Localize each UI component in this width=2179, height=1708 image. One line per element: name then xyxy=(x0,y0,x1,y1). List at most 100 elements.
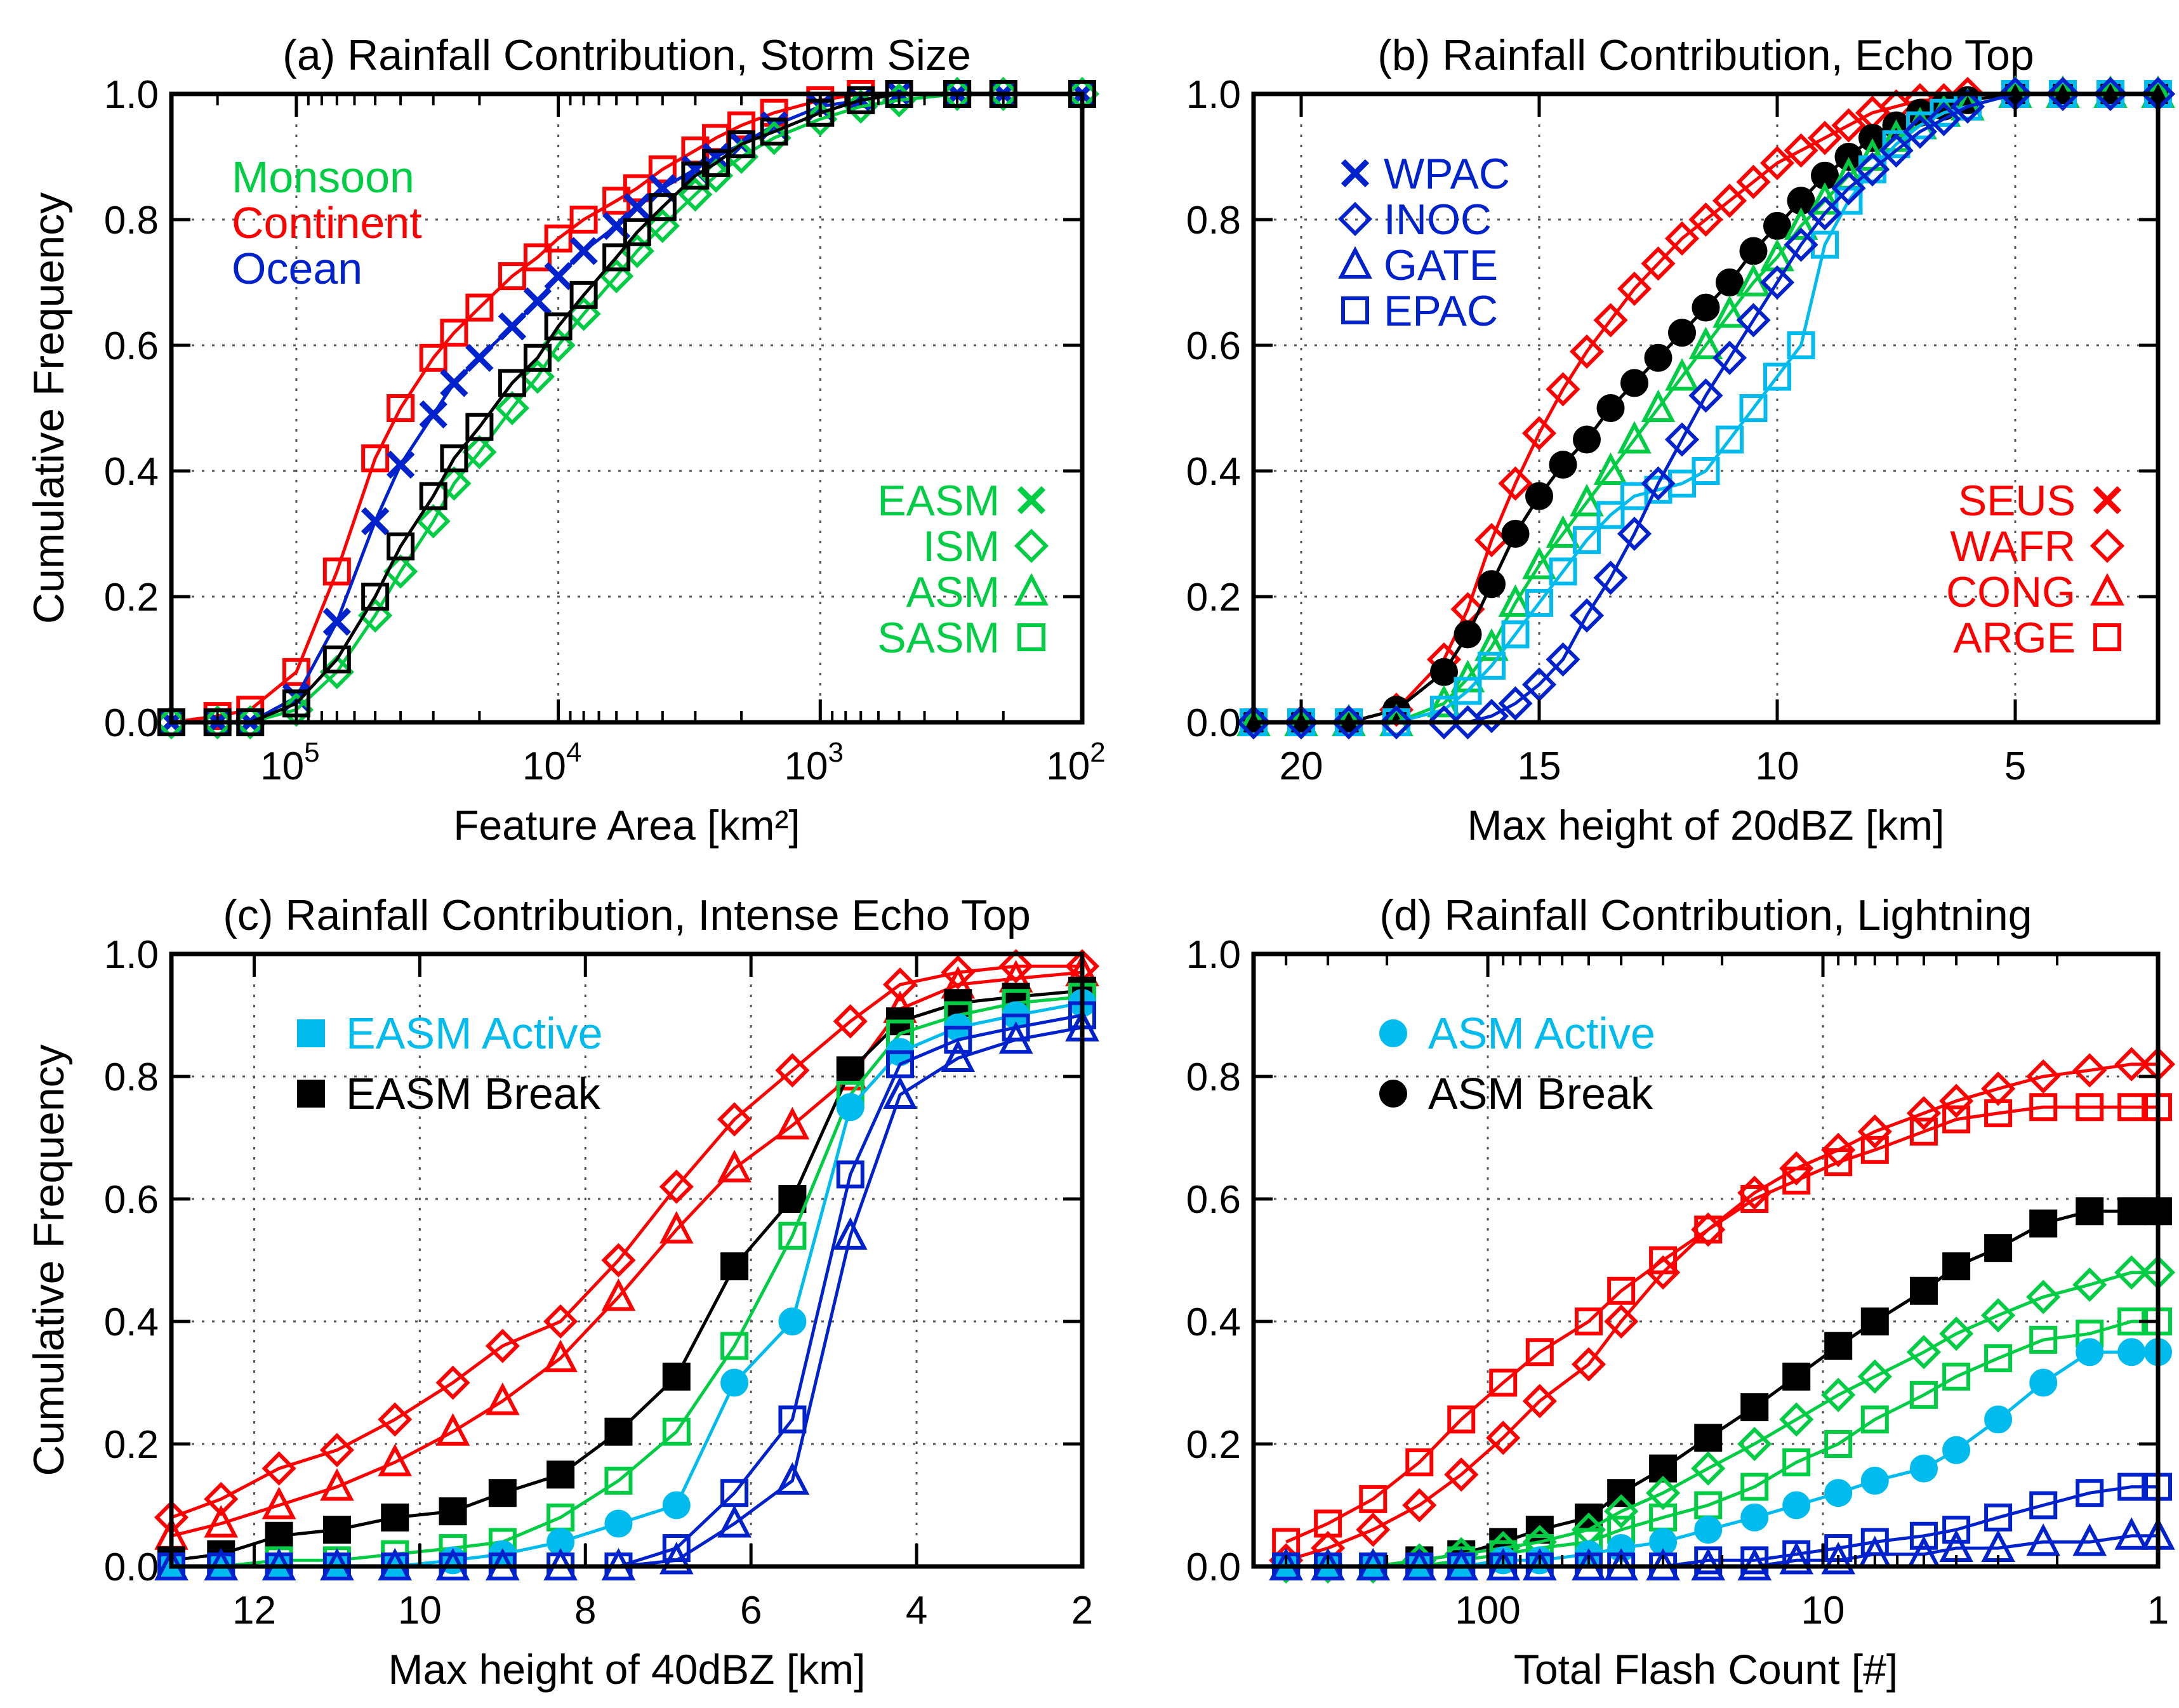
data-point xyxy=(544,224,573,253)
data-point xyxy=(265,1521,293,1550)
data-point xyxy=(1831,108,1866,143)
data-point xyxy=(361,583,390,611)
legend-continent: Continent xyxy=(232,198,422,248)
data-point xyxy=(1740,1503,1769,1532)
data-point xyxy=(940,76,975,112)
data-point xyxy=(944,1026,972,1054)
data-point xyxy=(1688,378,1723,413)
data-point xyxy=(1909,1380,1938,1409)
data-point xyxy=(1501,520,1530,548)
chart-title: (d) Rainfall Contribution, Lightning xyxy=(1379,891,2032,939)
data-point xyxy=(1607,1276,1636,1305)
panel-d: (d) Rainfall Contribution, Lightning 0.0 0… xyxy=(1186,891,2176,1693)
data-point xyxy=(1984,1344,2013,1372)
data-point xyxy=(486,1382,520,1415)
data-point xyxy=(440,369,468,397)
plot-frame xyxy=(1251,951,2161,1569)
legend-label: EASM Active xyxy=(346,1009,603,1058)
data-point xyxy=(1824,1479,1853,1507)
data-point xyxy=(1525,482,1553,510)
data-point xyxy=(546,1460,575,1489)
y-tick-label: 0.4 xyxy=(104,450,159,494)
data-point xyxy=(2076,1338,2104,1367)
data-point xyxy=(1902,114,1938,149)
data-point xyxy=(322,607,352,636)
data-point xyxy=(1779,1151,1814,1186)
data-point xyxy=(1831,171,1866,206)
data-point xyxy=(1882,130,1911,159)
y-tick-label: 0.0 xyxy=(1186,1546,1241,1589)
data-point xyxy=(1617,271,1652,306)
data-point xyxy=(883,1076,917,1109)
chart-title: (c) Rainfall Contribution, Intense Echo … xyxy=(223,891,1031,939)
series-line xyxy=(1285,1105,2158,1544)
data-point xyxy=(1736,164,1771,199)
data-point xyxy=(1784,133,1818,168)
data-point xyxy=(1737,1426,1772,1462)
x-tick-label: 103 xyxy=(785,737,844,788)
legend-marker xyxy=(1338,246,1372,279)
data-point xyxy=(778,1221,807,1250)
data-point xyxy=(520,359,555,394)
data-point xyxy=(2076,1197,2104,1226)
data-point xyxy=(623,174,651,202)
chart-title: (b) Rainfall Contribution, Echo Top xyxy=(1377,31,2034,79)
data-point xyxy=(544,261,573,291)
data-point xyxy=(1498,584,1533,617)
legend-marker xyxy=(297,1019,325,1047)
data-point xyxy=(498,369,526,397)
data-point xyxy=(2114,1517,2149,1550)
data-point xyxy=(836,1160,864,1189)
data-point xyxy=(1759,145,1795,180)
data-point xyxy=(1763,362,1791,391)
data-point xyxy=(623,193,652,222)
data-point xyxy=(1939,1316,1974,1351)
data-point xyxy=(435,1365,470,1400)
legend-label: ASM Active xyxy=(1428,1009,1655,1058)
data-point xyxy=(543,1339,578,1372)
data-point xyxy=(440,444,468,473)
x-tick-base: 10 xyxy=(260,745,304,788)
data-point xyxy=(2045,76,2081,112)
data-point xyxy=(1478,651,1506,680)
data-point xyxy=(2029,1491,2058,1519)
data-point xyxy=(543,1304,578,1339)
data-point xyxy=(1984,1234,2013,1262)
legend-monsoon: Monsoon xyxy=(232,152,414,202)
legend-marker xyxy=(297,1080,325,1108)
data-point xyxy=(435,1413,470,1446)
data-point xyxy=(1981,1071,2016,1106)
data-point xyxy=(1002,1013,1030,1042)
data-point xyxy=(1236,705,1271,740)
data-point xyxy=(1646,1476,1681,1511)
data-point xyxy=(494,390,529,426)
panel-b: (b) Rainfall Contribution, Echo Top 0.0 0.… xyxy=(1186,31,2176,849)
data-point xyxy=(1331,705,1367,740)
data-point xyxy=(322,1516,351,1544)
data-point xyxy=(833,1217,868,1250)
legend-label: EPAC xyxy=(1384,287,1498,335)
data-point xyxy=(1498,466,1533,501)
series-line xyxy=(1254,92,2158,724)
series-line xyxy=(171,970,1083,1538)
data-point xyxy=(488,1479,517,1507)
x-tick-label: 8 xyxy=(574,1589,596,1632)
data-point xyxy=(1909,1454,1938,1483)
x-tick-exponent: 3 xyxy=(828,737,844,768)
legend-label: EASM Break xyxy=(346,1069,601,1118)
data-point xyxy=(1359,1485,1388,1513)
y-tick-label: 0.8 xyxy=(1186,199,1241,242)
legend-label: WAFR xyxy=(1950,522,2076,571)
legend-marker xyxy=(1379,1019,1407,1047)
data-point xyxy=(1950,89,1985,124)
data-point xyxy=(720,1479,749,1507)
y-tick-label: 0.6 xyxy=(104,1178,159,1222)
data-point xyxy=(1821,1132,1856,1167)
data-point xyxy=(757,121,791,156)
data-point xyxy=(1649,1246,1678,1274)
data-point xyxy=(1549,557,1577,586)
data-point xyxy=(1501,620,1530,649)
legend-marker xyxy=(2093,623,2121,651)
data-point xyxy=(1573,425,1601,454)
data-point xyxy=(1736,303,1771,338)
